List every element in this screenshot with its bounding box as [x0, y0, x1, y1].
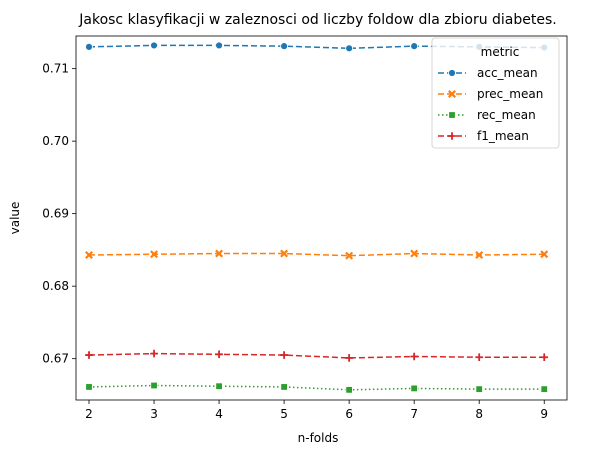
data-point-f1_mean: [410, 352, 418, 361]
data-point-rec_mean: [475, 385, 483, 393]
data-point-acc_mean: [345, 44, 354, 53]
data-point-prec_mean: [280, 249, 289, 258]
axes-frame: [75, 35, 568, 401]
x-tick-label: 7: [410, 407, 418, 421]
legend-item-acc_mean: acc_mean: [438, 66, 538, 80]
legend-marker: [448, 132, 456, 140]
legend-box: [431, 37, 560, 149]
x-tick-label: 2: [85, 407, 93, 421]
data-point-rec_mean: [150, 381, 158, 390]
data-point-prec_mean: [150, 250, 159, 259]
y-tick-label: 0.68: [42, 279, 69, 293]
y-axis-label: value: [8, 202, 22, 235]
x-tick-label: 4: [215, 407, 223, 421]
chart-title: Jakosc klasyfikacji w zaleznosci od licz…: [78, 12, 556, 28]
legend-item-prec_mean: prec_mean: [438, 87, 543, 101]
data-point-prec_mean: [540, 250, 549, 259]
y-tick-label: 0.67: [42, 352, 69, 366]
legend-item-rec_mean: rec_mean: [438, 108, 536, 122]
data-point-rec_mean: [540, 385, 548, 393]
data-point-f1_mean: [540, 353, 549, 362]
data-point-acc_mean: [150, 41, 158, 50]
legend-label: rec_mean: [477, 108, 536, 122]
x-tick-label: 8: [475, 407, 483, 421]
data-point-rec_mean: [410, 384, 418, 393]
legend-item-f1_mean: f1_mean: [438, 129, 529, 143]
data-point-prec_mean: [215, 249, 224, 258]
y-tick-label: 0.71: [42, 62, 69, 76]
legend: metric acc_mean prec_mean rec_mean f1_mean: [431, 37, 560, 149]
data-point-f1_mean: [280, 351, 288, 359]
data-point-rec_mean: [280, 383, 288, 391]
x-tick-label: 3: [150, 407, 158, 421]
data-point-acc_mean: [410, 42, 419, 51]
legend-label: f1_mean: [477, 129, 529, 143]
data-point-rec_mean: [85, 383, 93, 391]
data-point-prec_mean: [475, 251, 484, 259]
data-point-rec_mean: [215, 382, 223, 390]
data-point-rec_mean: [345, 386, 353, 394]
y-tick-label: 0.69: [42, 207, 69, 221]
data-point-acc_mean: [280, 42, 289, 51]
legend-title: metric: [481, 45, 520, 59]
data-point-prec_mean: [410, 249, 419, 258]
x-tick-label: 9: [540, 407, 548, 421]
legend-marker: [448, 111, 456, 119]
legend-label: prec_mean: [477, 87, 543, 101]
data-point-prec_mean: [345, 251, 354, 260]
y-axis: 0.67 0.68 0.69 0.70 0.71: [42, 62, 76, 366]
data-point-f1_mean: [150, 349, 158, 358]
legend-label: acc_mean: [477, 66, 538, 80]
series-line-prec_mean: [88, 252, 545, 257]
data-point-f1_mean: [345, 354, 353, 362]
legend-marker: [448, 90, 456, 98]
series-line-f1_mean: [88, 352, 545, 359]
data-point-f1_mean: [475, 353, 484, 362]
data-point-prec_mean: [85, 251, 93, 259]
x-tick-label: 6: [345, 407, 353, 421]
data-point-f1_mean: [215, 350, 223, 359]
data-point-acc_mean: [85, 42, 93, 51]
x-axis: 2 3 4 5 6 7 8 9: [85, 400, 548, 421]
x-axis-label: n-folds: [298, 431, 339, 445]
data-point-f1_mean: [85, 351, 93, 359]
data-point-acc_mean: [215, 41, 223, 50]
legend-marker: [448, 69, 456, 77]
y-tick-label: 0.70: [42, 134, 69, 148]
x-tick-label: 5: [280, 407, 288, 421]
